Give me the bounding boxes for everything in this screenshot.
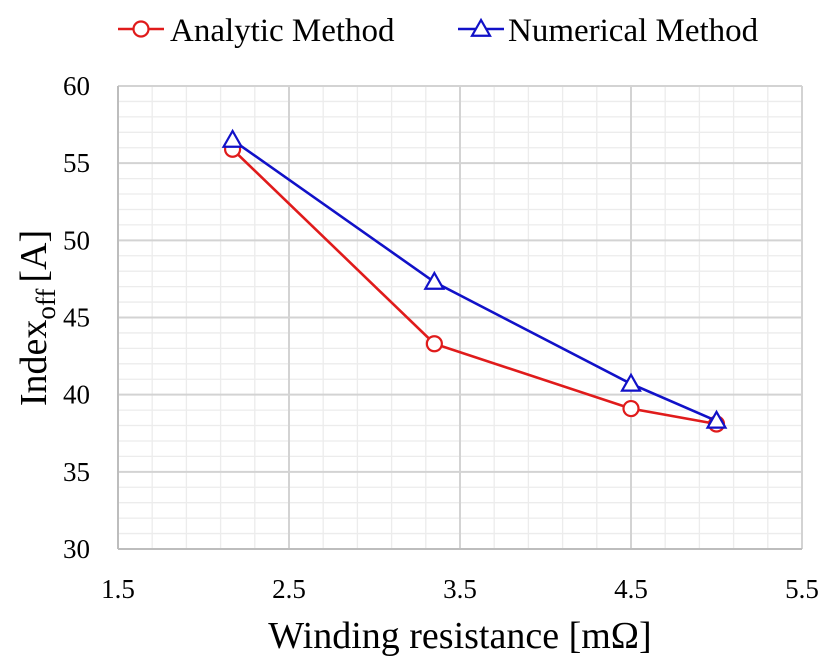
x-tick-label: 3.5: [443, 574, 477, 604]
y-axis-title-subscript: off: [31, 289, 61, 320]
y-axis-title: Indexoff [A]: [13, 230, 61, 406]
data-point: [705, 409, 728, 429]
y-axis-title-unit: [A]: [13, 230, 55, 283]
legend: Analytic Method Numerical Method: [118, 13, 759, 49]
y-tick-label: 45: [63, 303, 90, 333]
legend-label: Numerical Method: [508, 13, 759, 49]
y-tick-label: 40: [63, 380, 90, 410]
x-tick-label: 2.5: [272, 574, 306, 604]
data-point: [425, 335, 443, 353]
series-layer: [221, 128, 728, 433]
y-tick-label: 60: [63, 71, 90, 101]
legend-label: Analytic Method: [170, 13, 395, 49]
y-tick-label: 35: [63, 457, 90, 487]
series-2: [221, 128, 728, 429]
x-tick-label: 1.5: [101, 574, 135, 604]
legend-marker: [470, 17, 492, 37]
major-gridlines: [118, 85, 803, 549]
data-point: [622, 399, 640, 418]
legend-item-1: Analytic Method: [118, 13, 395, 49]
x-tick-label: 5.5: [785, 574, 819, 604]
y-tick-label: 55: [63, 148, 90, 178]
tick-labels: 1.5 2.5 3.5 4.5 5.5 30 35 40 45 50 55 60: [63, 71, 819, 604]
data-point: [221, 128, 244, 148]
legend-marker: [132, 20, 150, 38]
y-tick-label: 50: [63, 225, 90, 255]
series-line: [231, 148, 717, 426]
data-point: [620, 372, 642, 392]
series-line: [231, 138, 718, 423]
axes: [117, 86, 802, 550]
x-axis-title: Winding resistance [mΩ]: [268, 615, 651, 657]
y-axis-title-main: Index: [13, 320, 55, 407]
data-point: [423, 270, 446, 290]
y-tick-label: 30: [63, 534, 90, 564]
x-tick-label: 4.5: [614, 574, 648, 604]
legend-item-2: Numerical Method: [458, 13, 759, 49]
